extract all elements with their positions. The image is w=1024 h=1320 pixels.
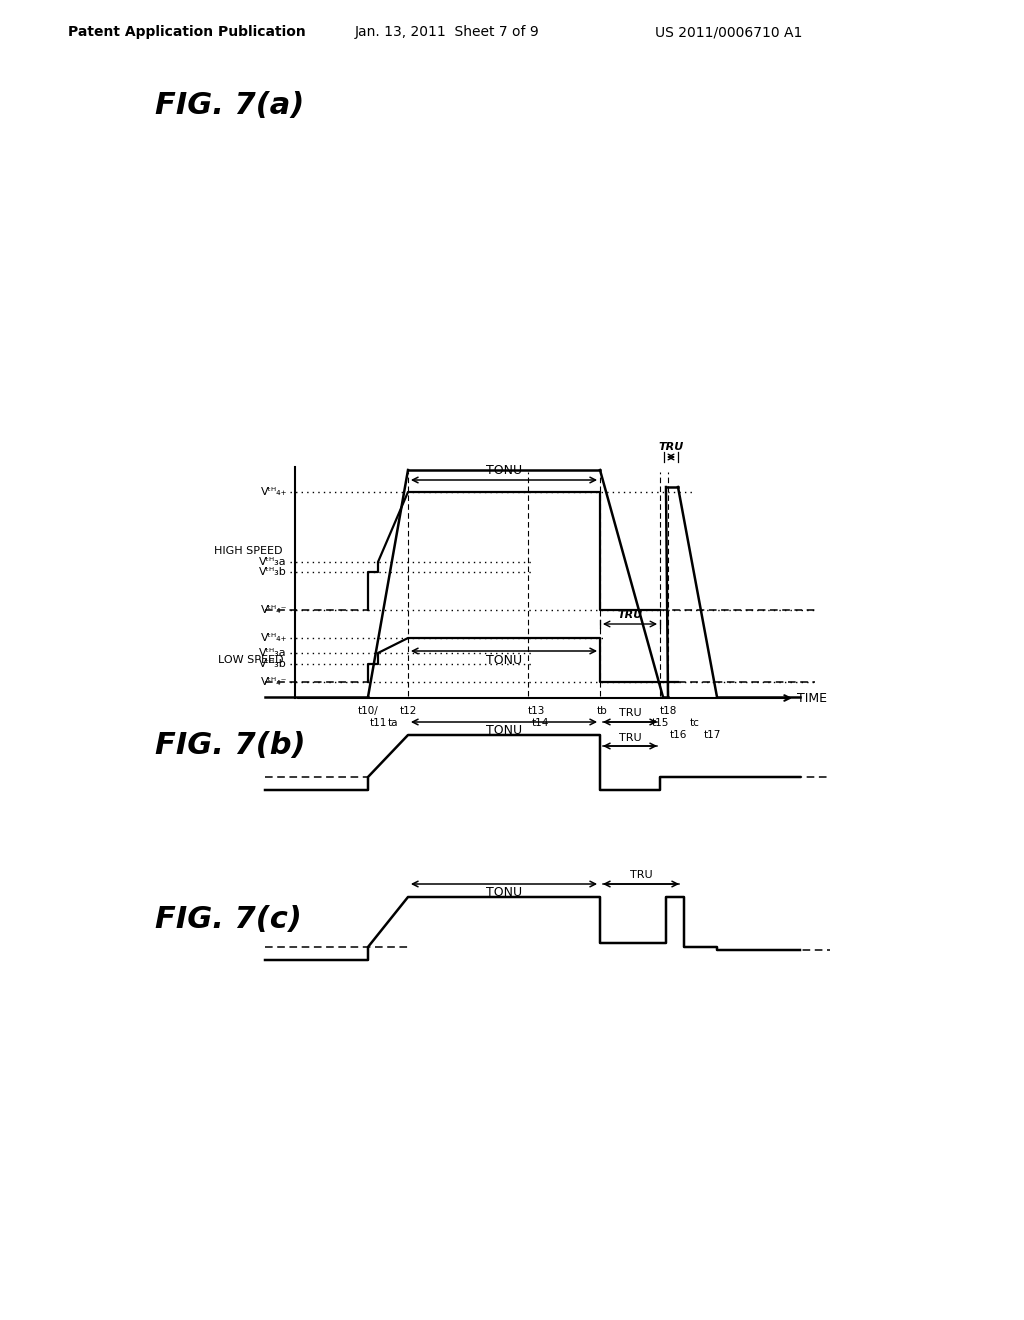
Text: FIG. 7(b): FIG. 7(b): [155, 730, 305, 759]
Text: Vᵗᴴ₃b: Vᵗᴴ₃b: [259, 568, 287, 577]
Text: tb: tb: [597, 706, 607, 715]
Text: t10/: t10/: [357, 706, 379, 715]
Text: t18: t18: [659, 706, 677, 715]
Text: US 2011/0006710 A1: US 2011/0006710 A1: [655, 25, 803, 40]
Text: tc: tc: [690, 718, 700, 729]
Text: Vᵗᴴ₃a: Vᵗᴴ₃a: [259, 648, 287, 657]
Text: t17: t17: [703, 730, 721, 741]
Text: t14: t14: [531, 718, 549, 729]
Text: FIG. 7(a): FIG. 7(a): [155, 91, 304, 120]
Text: t13: t13: [528, 706, 546, 715]
Text: TONU: TONU: [486, 887, 522, 899]
Text: FIG. 7(c): FIG. 7(c): [155, 906, 302, 935]
Text: TRU: TRU: [630, 870, 652, 880]
Text: t16: t16: [670, 730, 687, 741]
Text: TIME: TIME: [797, 692, 827, 705]
Text: Vᵗᴴ₄₊: Vᵗᴴ₄₊: [260, 634, 287, 643]
Text: Vᵗᴴ₄⁻: Vᵗᴴ₄⁻: [260, 605, 287, 615]
Text: TONU: TONU: [486, 725, 522, 738]
Text: Jan. 13, 2011  Sheet 7 of 9: Jan. 13, 2011 Sheet 7 of 9: [355, 25, 540, 40]
Text: Vᵗᴴ₃a: Vᵗᴴ₃a: [259, 557, 287, 568]
Text: TONU: TONU: [486, 655, 522, 668]
Text: Vᵗᴴ₄₊: Vᵗᴴ₄₊: [260, 487, 287, 498]
Text: Vᵗᴴ₄⁻: Vᵗᴴ₄⁻: [260, 677, 287, 686]
Text: LOW SPEED: LOW SPEED: [217, 655, 283, 665]
Text: ta: ta: [388, 718, 398, 729]
Text: TRU: TRU: [618, 733, 641, 743]
Text: Patent Application Publication: Patent Application Publication: [68, 25, 306, 40]
Text: TONU: TONU: [486, 465, 522, 478]
Text: TRU: TRU: [617, 610, 643, 620]
Text: t11: t11: [370, 718, 387, 729]
Text: TRU: TRU: [658, 442, 684, 451]
Text: t12: t12: [399, 706, 417, 715]
Text: t15: t15: [651, 718, 669, 729]
Text: Vᵗᴴ₃b: Vᵗᴴ₃b: [259, 659, 287, 669]
Text: TRU: TRU: [618, 708, 641, 718]
Text: HIGH SPEED: HIGH SPEED: [214, 546, 283, 556]
